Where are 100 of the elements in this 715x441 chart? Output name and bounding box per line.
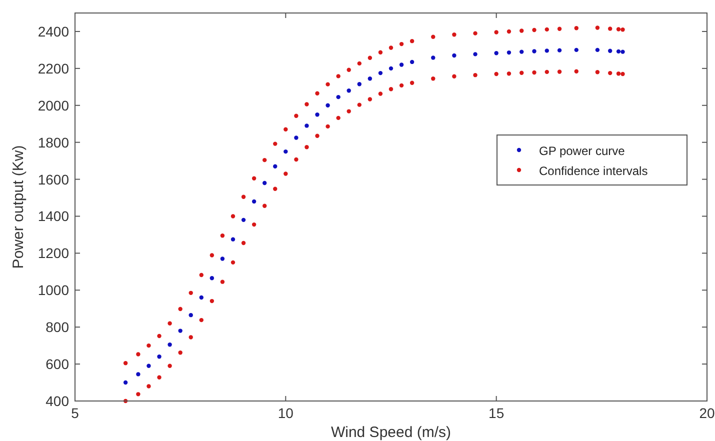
point xyxy=(608,26,612,31)
y-tick-label: 2200 xyxy=(38,60,70,76)
point xyxy=(210,298,214,304)
point xyxy=(168,342,172,347)
point xyxy=(252,222,256,227)
point xyxy=(452,74,456,78)
point xyxy=(346,88,351,93)
point xyxy=(168,321,172,326)
point xyxy=(262,180,267,186)
point xyxy=(336,94,340,100)
point xyxy=(230,214,236,218)
x-tick-label: 20 xyxy=(699,405,715,421)
point xyxy=(378,92,383,96)
point xyxy=(168,364,172,368)
y-tick-label: 2000 xyxy=(38,97,70,114)
point xyxy=(241,194,246,199)
point xyxy=(199,318,204,322)
point xyxy=(574,48,578,52)
legend-label: Confidence intervals xyxy=(539,164,648,178)
point xyxy=(241,240,246,246)
point xyxy=(157,375,162,380)
point xyxy=(315,134,320,138)
point xyxy=(520,50,524,54)
point xyxy=(326,82,330,86)
point xyxy=(336,74,340,78)
point xyxy=(123,361,128,366)
point xyxy=(506,72,512,76)
x-tick-label: 5 xyxy=(71,405,80,421)
point xyxy=(473,31,478,36)
legend-label: GP power curve xyxy=(539,144,626,158)
point xyxy=(520,70,524,75)
point xyxy=(520,28,524,33)
point xyxy=(220,234,225,238)
point xyxy=(473,52,478,56)
point xyxy=(294,114,298,118)
y-tick-label: 1800 xyxy=(38,134,70,150)
point xyxy=(136,372,140,376)
point xyxy=(494,30,498,34)
x-tick-label: 10 xyxy=(278,405,294,421)
x-tick-label: 15 xyxy=(488,405,504,421)
point xyxy=(304,124,309,128)
point xyxy=(262,158,267,162)
point xyxy=(284,127,288,132)
point xyxy=(532,49,536,54)
point xyxy=(410,80,414,85)
point xyxy=(273,142,278,146)
point xyxy=(199,272,204,278)
point xyxy=(368,56,372,60)
point xyxy=(304,102,309,106)
point xyxy=(346,109,351,114)
point xyxy=(452,32,456,37)
y-tick-label: 1400 xyxy=(38,208,70,224)
point xyxy=(178,350,182,355)
point xyxy=(378,70,383,76)
point xyxy=(326,103,330,108)
point xyxy=(574,69,578,74)
point xyxy=(557,26,562,31)
point xyxy=(146,364,151,368)
point xyxy=(188,312,193,318)
point xyxy=(188,335,193,340)
point xyxy=(273,164,278,168)
point xyxy=(620,50,625,54)
point xyxy=(210,276,214,280)
y-tick-label: 1000 xyxy=(38,282,70,298)
point xyxy=(357,61,362,66)
point xyxy=(252,176,256,180)
point xyxy=(230,237,236,242)
point xyxy=(532,70,536,75)
point xyxy=(346,68,351,72)
point xyxy=(616,27,621,32)
y-tick-label: 1600 xyxy=(38,171,70,188)
y-tick-label: 600 xyxy=(46,356,70,372)
point xyxy=(620,28,625,32)
point xyxy=(357,82,362,86)
point xyxy=(157,354,162,359)
point xyxy=(136,392,140,396)
point xyxy=(506,50,512,55)
y-tick-label: 2400 xyxy=(38,23,70,40)
point xyxy=(378,50,383,54)
point xyxy=(595,70,600,74)
point xyxy=(544,27,549,32)
point xyxy=(230,260,236,265)
point xyxy=(595,48,600,52)
point xyxy=(326,124,330,129)
point xyxy=(315,112,320,117)
point xyxy=(273,186,278,191)
point xyxy=(410,38,414,44)
point xyxy=(494,50,498,56)
point xyxy=(431,76,436,81)
point xyxy=(178,328,182,333)
point xyxy=(399,42,404,46)
point xyxy=(616,72,621,76)
point xyxy=(557,48,562,52)
point xyxy=(608,48,612,53)
point xyxy=(284,172,288,176)
point xyxy=(532,28,536,32)
point xyxy=(608,70,612,76)
y-axis-title: Power output (Kw) xyxy=(10,145,27,269)
point xyxy=(315,91,320,96)
point xyxy=(157,334,162,338)
